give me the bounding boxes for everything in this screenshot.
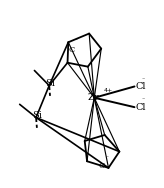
Text: ⁻: ⁻ (141, 78, 145, 83)
Text: ⁻: ⁻ (141, 99, 145, 104)
Text: 4+: 4+ (103, 88, 113, 93)
Text: ⁻: ⁻ (75, 39, 78, 44)
Text: ⁻: ⁻ (106, 156, 109, 161)
Text: Cl: Cl (135, 82, 146, 91)
Text: C: C (99, 162, 105, 170)
Text: Cl: Cl (135, 103, 146, 112)
Text: Si: Si (32, 111, 42, 120)
Text: C: C (69, 46, 75, 54)
Text: Zr: Zr (88, 93, 99, 102)
Text: Si: Si (46, 79, 55, 88)
